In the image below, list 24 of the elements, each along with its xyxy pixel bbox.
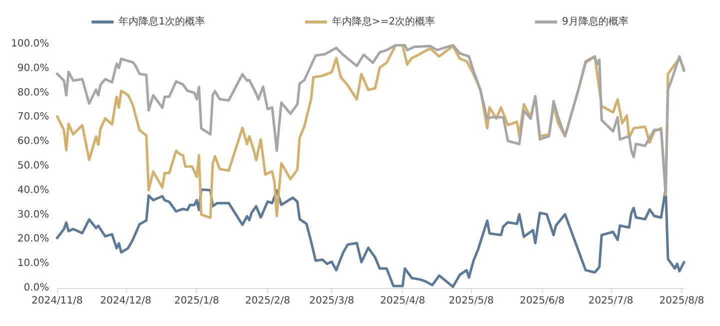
- y-tick-label: 20.0%: [17, 234, 50, 245]
- y-tick-label: 40.0%: [17, 184, 50, 196]
- x-tick-label: 2025/1/8: [174, 296, 220, 306]
- y-tick-label: 90.0%: [17, 62, 50, 74]
- y-tick-label: 70.0%: [17, 112, 50, 123]
- legend-label: 9月降息的概率: [562, 16, 628, 28]
- y-tick-label: 100.0%: [10, 38, 50, 50]
- x-tick-label: 2025/6/8: [520, 296, 565, 306]
- y-tick-label: 0.0%: [24, 282, 50, 294]
- legend-label: 年内降息1次的概率: [118, 16, 205, 28]
- x-tick-label: 2025/4/8: [380, 296, 426, 306]
- x-tick-label: 2024/12/8: [100, 296, 152, 306]
- x-tick-label: 2025/8/8: [659, 296, 704, 306]
- y-tick-label: 30.0%: [17, 209, 50, 220]
- x-tick-label: 2024/11/8: [31, 296, 83, 306]
- x-tick-label: 2025/5/8: [448, 296, 494, 306]
- x-tick-label: 2025/2/8: [245, 296, 290, 306]
- y-tick-label: 10.0%: [17, 258, 50, 270]
- legend-label: 年内降息>=2次的概率: [332, 16, 436, 28]
- y-tick-label: 50.0%: [17, 160, 50, 172]
- x-tick-label: 2025/3/8: [309, 296, 354, 306]
- x-tick-label: 2025/7/8: [588, 296, 634, 306]
- y-tick-label: 60.0%: [17, 136, 50, 148]
- y-tick-label: 80.0%: [17, 87, 50, 98]
